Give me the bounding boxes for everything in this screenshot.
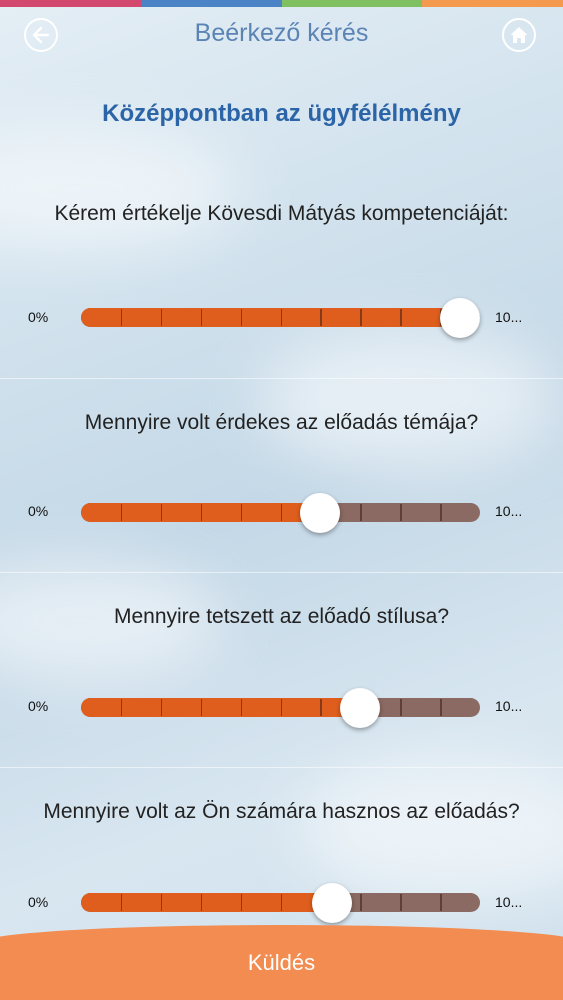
- rating-slider-thumb[interactable]: [340, 688, 381, 728]
- slider-min-label: 0%: [28, 698, 49, 714]
- rating-slider-track[interactable]: [81, 503, 480, 522]
- top-color-stripe: [0, 0, 563, 7]
- rating-slider-thumb[interactable]: [440, 298, 481, 338]
- home-button[interactable]: [502, 18, 536, 52]
- stripe-segment-blue: [140, 0, 282, 7]
- slider-tick: [320, 309, 322, 326]
- home-icon: [510, 27, 528, 43]
- slider-min-label: 0%: [28, 309, 49, 325]
- rating-slider-track[interactable]: [81, 308, 480, 327]
- header: Beérkező kérés: [0, 7, 563, 62]
- slider-max-label: 10...: [495, 698, 523, 714]
- submit-button-label: Küldés: [247, 950, 316, 975]
- slider-tick: [200, 894, 203, 911]
- slider-tick: [160, 894, 163, 911]
- slider-tick: [240, 894, 243, 911]
- slider-tick: [200, 699, 203, 716]
- slider-tick: [280, 699, 282, 716]
- slider-tick: [120, 894, 123, 911]
- submit-button[interactable]: [0, 925, 563, 1000]
- slider-tick: [200, 309, 203, 326]
- slider-max-label: 10...: [495, 309, 523, 325]
- slider-section-1: Kérem értékelje Kövesdi Mátyás kompetenc…: [0, 188, 563, 383]
- slider-max-label: 10...: [495, 503, 523, 519]
- slider-max-label: 10...: [495, 894, 523, 910]
- slider-tick: [160, 699, 163, 716]
- back-button[interactable]: [24, 18, 58, 52]
- slider-tick: [280, 894, 282, 911]
- rating-slider-track[interactable]: [81, 698, 480, 717]
- slider-tick: [200, 504, 203, 521]
- slider-tick: [360, 504, 362, 521]
- slider-tick: [440, 699, 442, 716]
- question-label: Mennyire volt érdekes az előadás témája?: [84, 411, 479, 434]
- stripe-segment-green: [281, 0, 423, 7]
- slider-tick: [320, 699, 322, 716]
- slider-tick: [360, 309, 362, 326]
- rating-slider-thumb[interactable]: [300, 493, 341, 533]
- rating-slider-track[interactable]: [81, 893, 480, 912]
- slider-tick: [360, 894, 362, 911]
- rating-slider-thumb[interactable]: [312, 883, 353, 923]
- page-title: Beérkező kérés: [194, 19, 369, 47]
- slider-tick: [400, 504, 402, 521]
- slider-tick: [400, 699, 402, 716]
- slider-min-label: 0%: [28, 503, 49, 519]
- slider-tick: [280, 309, 282, 326]
- slider-tick: [240, 699, 243, 716]
- slider-tick: [400, 894, 402, 911]
- slider-tick: [280, 504, 282, 521]
- slider-section-4: Mennyire volt az Ön számára hasznos az e…: [0, 767, 563, 962]
- slider-min-label: 0%: [28, 894, 49, 910]
- slider-tick: [160, 504, 163, 521]
- stripe-segment-orange: [422, 0, 563, 7]
- slider-tick: [120, 504, 123, 521]
- question-label: Kérem értékelje Kövesdi Mátyás kompetenc…: [54, 202, 509, 225]
- question-label: Mennyire tetszett az előadó stílusa?: [113, 605, 449, 628]
- page-subtitle: Középpontban az ügyfélélmény: [102, 100, 461, 127]
- arrow-left-icon: [32, 26, 50, 44]
- slider-tick: [160, 309, 163, 326]
- slider-tick: [120, 309, 123, 326]
- slider-tick: [440, 894, 442, 911]
- slider-tick: [240, 504, 243, 521]
- slider-section-3: Mennyire tetszett az előadó stílusa? 0% …: [0, 572, 563, 767]
- stripe-segment-pink: [0, 0, 141, 7]
- slider-tick: [240, 309, 243, 326]
- slider-tick: [440, 504, 442, 521]
- slider-tick: [120, 699, 123, 716]
- question-label: Mennyire volt az Ön számára hasznos az e…: [43, 800, 520, 823]
- slider-tick: [400, 309, 402, 326]
- slider-section-2: Mennyire volt érdekes az előadás témája?…: [0, 378, 563, 573]
